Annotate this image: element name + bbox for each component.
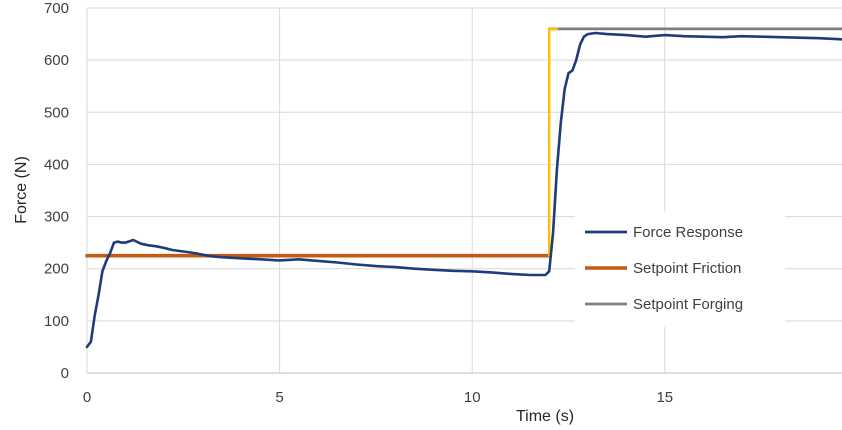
x-tick-label: 0	[83, 389, 91, 406]
legend: Force Response Setpoint Friction Setpoint …	[585, 224, 743, 313]
y-tick-label: 300	[44, 209, 69, 226]
y-tick-label: 100	[44, 313, 69, 330]
x-tick-labels: 0 5 10 15	[83, 389, 673, 406]
y-tick-label: 600	[44, 52, 69, 69]
y-tick-label: 0	[61, 365, 69, 382]
series-line-transition	[548, 27, 559, 257]
y-tick-label: 700	[44, 0, 69, 17]
legend-label: Setpoint Friction	[633, 260, 741, 277]
grid	[86, 7, 842, 374]
y-tick-label: 200	[44, 261, 69, 278]
y-tick-labels: 0 100 200 300 400 500 600 700	[44, 0, 69, 382]
series-lines	[85, 27, 842, 349]
series-line-force-response	[85, 31, 842, 349]
legend-label: Force Response	[633, 224, 743, 241]
y-tick-label: 400	[44, 156, 69, 173]
y-axis-title: Force (N)	[13, 156, 30, 224]
x-tick-label: 10	[464, 389, 481, 406]
x-axis-title: Time (s)	[516, 408, 574, 425]
legend-label: Setpoint Forging	[633, 296, 743, 313]
x-tick-label: 15	[656, 389, 673, 406]
x-tick-label: 5	[275, 389, 283, 406]
y-tick-label: 500	[44, 104, 69, 121]
